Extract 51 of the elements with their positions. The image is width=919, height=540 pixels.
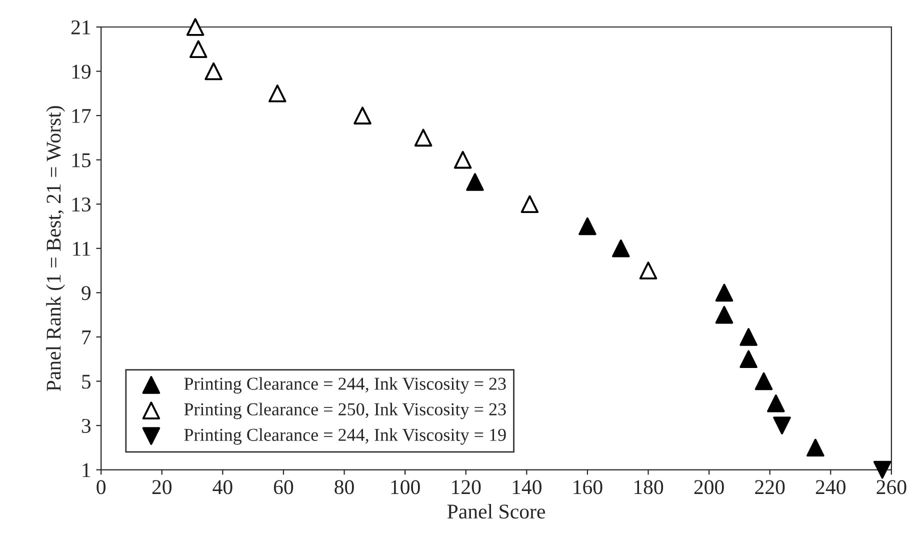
- y-tick-label: 15: [72, 153, 91, 168]
- point: [204, 62, 222, 80]
- point: [454, 150, 472, 169]
- x-tick-label: 160: [574, 480, 602, 494]
- x-tick-label: 260: [876, 480, 906, 494]
- y-tick-label: 13: [72, 198, 91, 212]
- point: [767, 394, 785, 412]
- point: [715, 284, 734, 302]
- y-tick-label: 11: [73, 242, 90, 256]
- x-tick-label: 180: [634, 480, 664, 494]
- legend-label: Printing Clearance = 244, Ink Viscosity = 23: [184, 377, 506, 394]
- point: [773, 416, 791, 434]
- point: [578, 217, 596, 236]
- x-axis-title: Panel Score: [447, 504, 545, 519]
- y-tick-label: 5: [82, 374, 91, 389]
- point: [186, 18, 204, 36]
- point: [466, 173, 484, 191]
- y-tick-label: 17: [72, 109, 91, 123]
- x-tick-label: 0: [96, 480, 106, 494]
- x-tick-label: 140: [512, 480, 542, 494]
- point: [414, 128, 432, 147]
- x-tick-label: 120: [452, 480, 481, 494]
- point: [740, 350, 758, 368]
- y-tick-label: 19: [72, 64, 91, 79]
- y-tick-label: 1: [82, 463, 90, 478]
- point: [806, 438, 824, 457]
- point: [873, 460, 892, 479]
- x-tick-label: 20: [152, 480, 172, 494]
- x-tick-label: 220: [755, 480, 785, 494]
- point: [268, 84, 286, 102]
- point: [754, 372, 773, 390]
- x-tick-label: 40: [212, 480, 232, 494]
- point: [189, 40, 208, 58]
- legend-label: Printing Clearance = 250, Ink Viscosity = 23: [184, 402, 506, 420]
- y-tick-label: 7: [82, 330, 91, 344]
- point: [612, 240, 630, 258]
- point: [715, 306, 734, 324]
- y-axis-title: Panel Rank (1 = Best, 21 = Worst): [46, 106, 65, 392]
- x-tick-label: 60: [274, 480, 294, 494]
- x-tick-label: 200: [694, 480, 724, 494]
- y-tick-label: 3: [82, 418, 91, 433]
- y-tick-label: 9: [82, 286, 91, 300]
- point: [354, 106, 372, 124]
- y-tick-label: 21: [71, 20, 90, 34]
- x-tick-label: 80: [334, 480, 354, 494]
- point: [740, 328, 758, 346]
- point: [520, 195, 539, 214]
- x-tick-label: 100: [391, 480, 420, 494]
- point: [639, 262, 658, 280]
- x-tick-label: 240: [816, 480, 846, 494]
- legend-label: Printing Clearance = 244, Ink Viscosity = 19: [184, 428, 506, 445]
